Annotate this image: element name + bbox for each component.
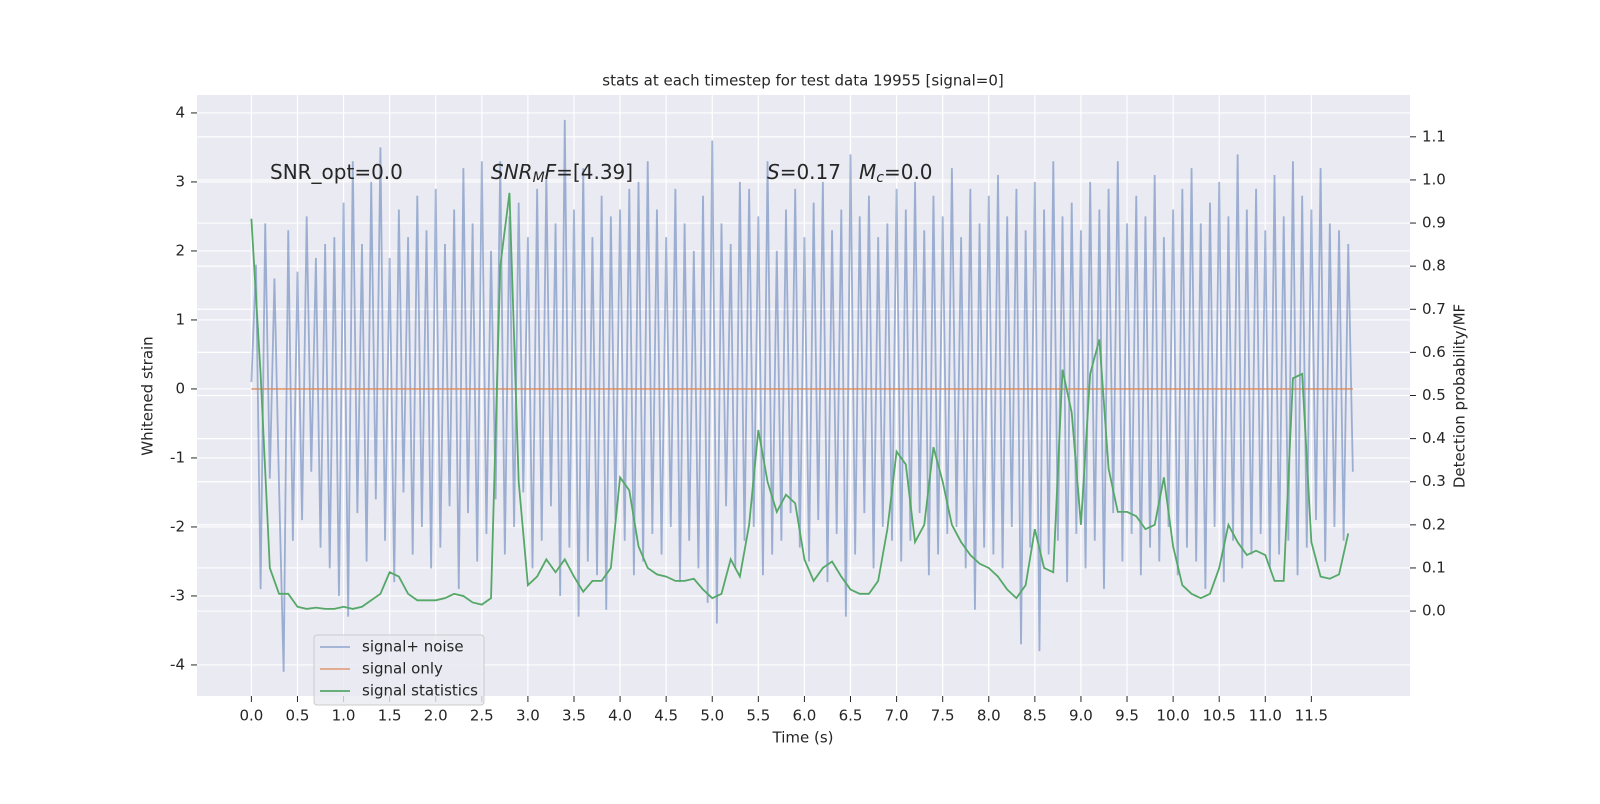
grid: [197, 95, 1410, 696]
annotation-part: =0.17: [780, 160, 841, 184]
y2-tick-label: 0.4: [1422, 429, 1446, 447]
series-line: [250, 119, 1354, 672]
y2-axis-label: Detection probability/MF: [1451, 304, 1469, 488]
annotation-part: SNR_opt=0.0: [270, 160, 403, 184]
x-axis-label: Time (s): [772, 729, 834, 747]
series-line: [250, 192, 1350, 610]
annotation-part: M: [859, 160, 876, 184]
x-tick-label: 2.5: [470, 707, 494, 725]
y2-tick-label: 0.8: [1422, 257, 1446, 275]
x-tick-label: 0.0: [239, 707, 263, 725]
x-tick-label: 6.0: [792, 707, 816, 725]
y2-tick-label: 1.1: [1422, 127, 1446, 145]
y-tick-label: 1: [175, 310, 185, 328]
y2-tick-label: 0.7: [1422, 300, 1446, 318]
y2-tick-label: 0.2: [1422, 515, 1446, 533]
y2-tick-label: 0.1: [1422, 558, 1446, 576]
x-tick-label: 1.5: [378, 707, 402, 725]
x-tick-label: 8.5: [1023, 707, 1047, 725]
x-tick-label: 1.0: [332, 707, 356, 725]
x-tick-label: 2.0: [424, 707, 448, 725]
y2-tick-label: 0.6: [1422, 343, 1446, 361]
x-tick-label: 6.5: [839, 707, 863, 725]
y-tick-label: -1: [170, 448, 185, 466]
annotation-part: =[4.39]: [556, 160, 633, 184]
annotation: S=0.17: [767, 160, 841, 184]
x-tick-label: 9.0: [1069, 707, 1093, 725]
y2-tick-label: 0.3: [1422, 472, 1446, 490]
annotation: SNRMF=[4.39]: [491, 160, 633, 187]
x-tick-label: 5.0: [700, 707, 724, 725]
x-tick-label: 7.0: [885, 707, 909, 725]
y-tick-label: 3: [175, 172, 185, 190]
annotation-part: SNR: [491, 160, 533, 184]
y2-tick-label: 0.5: [1422, 386, 1446, 404]
legend-label: signal statistics: [362, 682, 478, 700]
chart-title: stats at each timestep for test data 199…: [602, 72, 1003, 90]
x-tick-label: 4.0: [608, 707, 632, 725]
y-tick-label: -2: [170, 517, 185, 535]
y-tick-label: 2: [175, 241, 185, 259]
x-tick-label: 10.5: [1202, 707, 1235, 725]
x-tick-label: 5.5: [746, 707, 770, 725]
annotation-part: M: [533, 170, 545, 186]
y-tick-label: -3: [170, 586, 185, 604]
annotation-part: c: [876, 170, 884, 186]
y2-tick-label: 0.9: [1422, 214, 1446, 232]
x-tick-label: 11.0: [1249, 707, 1282, 725]
legend-label: signal only: [362, 660, 443, 678]
annotation: Mc=0.0: [859, 160, 933, 187]
x-tick-label: 4.5: [654, 707, 678, 725]
x-tick-label: 11.5: [1295, 707, 1328, 725]
x-tick-label: 8.0: [977, 707, 1001, 725]
x-tick-label: 7.5: [931, 707, 955, 725]
annotation-part: F: [545, 160, 557, 184]
y-axis-label: Whitened strain: [139, 336, 157, 455]
y-tick-label: -4: [170, 655, 185, 673]
x-tick-label: 3.0: [516, 707, 540, 725]
y-tick-label: 0: [175, 379, 185, 397]
x-tick-label: 9.5: [1115, 707, 1139, 725]
y-tick-label: 4: [175, 103, 185, 121]
y2-tick-label: 0.0: [1422, 602, 1446, 620]
annotation: SNR_opt=0.0: [270, 160, 403, 184]
legend-label: signal+ noise: [362, 638, 464, 656]
y2-tick-label: 1.0: [1422, 170, 1446, 188]
x-tick-label: 10.0: [1156, 707, 1189, 725]
annotation-part: =0.0: [884, 160, 933, 184]
annotation-part: S: [767, 160, 780, 184]
x-tick-label: 0.5: [286, 707, 310, 725]
x-tick-label: 3.5: [562, 707, 586, 725]
legend-box: [313, 634, 485, 706]
